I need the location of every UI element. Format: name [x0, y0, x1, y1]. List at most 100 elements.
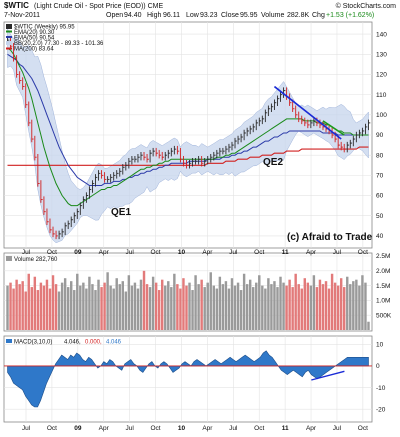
volume-bar — [276, 287, 279, 330]
legend-macd-label: MACD(3,10,0) — [14, 340, 52, 346]
volume-bar — [6, 285, 9, 330]
volume-bar — [109, 285, 112, 330]
price-bar — [267, 105, 271, 117]
price-bar — [46, 208, 49, 226]
volume-bar — [36, 290, 40, 330]
volume-bar — [33, 276, 37, 330]
price-bar — [152, 147, 155, 157]
volume-bar — [336, 285, 340, 330]
chart-header: $WTIC (Light Crude Oil - Spot Price (EOD… — [4, 1, 396, 19]
legend-ema50: EMA(50) 90.54 — [14, 36, 55, 42]
price-bar — [110, 174, 113, 183]
volume-bar — [161, 279, 164, 330]
stockcharts-watermark: © StockCharts.com — [336, 2, 397, 10]
price-bar — [304, 117, 307, 127]
x-tick-label: Oct — [254, 249, 264, 256]
volume-bar — [185, 285, 188, 330]
price-bar — [64, 222, 67, 236]
price-bar — [52, 226, 55, 238]
price-bar — [43, 196, 46, 215]
volume-bar — [182, 278, 185, 330]
price-bar — [289, 93, 292, 106]
price-bar — [255, 119, 259, 131]
low-value: 93.23 — [200, 12, 218, 19]
volume-bar — [273, 281, 276, 330]
price-bar — [274, 99, 277, 110]
volume-bar — [239, 290, 243, 330]
price-bar — [31, 119, 34, 143]
price-bar — [164, 151, 168, 161]
volume-value: 282.8K — [287, 12, 310, 19]
macd-tick-label: -20 — [376, 406, 386, 413]
volume-bar — [227, 288, 231, 330]
x-tick-label: Apr — [202, 249, 213, 256]
x-tick-label-bottom: 11 — [282, 425, 289, 432]
volume-bar — [39, 282, 43, 330]
volume-bar — [100, 287, 103, 330]
price-bar — [22, 77, 25, 90]
price-bar — [352, 135, 356, 147]
volume-bar — [42, 285, 46, 330]
volume-bar — [355, 279, 358, 330]
volume-bar — [267, 278, 270, 330]
x-tick-label-bottom: Apr — [202, 425, 213, 432]
legend-ma200-swatch — [6, 47, 12, 50]
volume-bar — [285, 285, 288, 330]
price-bar — [37, 153, 40, 187]
volume-bar — [70, 281, 73, 330]
legend-volume: Volume 282,760 — [14, 257, 58, 263]
price-bar — [34, 135, 37, 161]
price-bar — [283, 87, 286, 98]
volume-bar — [367, 321, 370, 330]
legend-ma200: MA(200) 83.64 — [14, 47, 54, 53]
price-bar — [161, 151, 165, 161]
volume-bar — [218, 276, 222, 330]
high-label: High — [147, 12, 162, 19]
x-tick-label-bottom: Jul — [22, 425, 31, 432]
price-bar — [61, 228, 64, 238]
price-bar — [258, 117, 262, 127]
price-bar — [365, 123, 368, 135]
volume-bar — [167, 281, 170, 330]
open-value: 94.40 — [124, 12, 142, 19]
x-tick-label-bottom: Apr — [99, 425, 110, 432]
volume-bar — [15, 279, 18, 330]
x-tick-label-bottom: Oct — [254, 425, 264, 432]
volume-bar — [60, 282, 64, 330]
volume-bar — [176, 284, 179, 330]
volume-bar — [118, 284, 121, 330]
macd-y-axis: 10 0 -10 -20 — [376, 342, 386, 414]
volume-tick-label: 2.5M — [376, 253, 390, 260]
price-bar — [240, 133, 243, 143]
price-legend: $WTIC (Weekly) 95.95 EMA(20) 90.30 EMA(5… — [6, 24, 104, 53]
price-bar — [167, 149, 171, 159]
price-bar — [295, 105, 298, 119]
price-bar — [28, 101, 31, 127]
volume-bar — [300, 288, 303, 330]
volume-bar — [112, 288, 115, 330]
price-bar — [19, 71, 22, 84]
price-bar — [340, 141, 344, 151]
bollinger-band — [7, 28, 369, 244]
volume-tick-label: 1.5M — [376, 283, 390, 290]
volume-bar — [212, 285, 215, 330]
volume-panel: 2.5M 2.0M 1.5M 1.0M 500K Volume 282,760 — [3, 252, 392, 332]
volume-bar — [97, 279, 100, 330]
volume-bar — [236, 282, 240, 330]
price-bar — [210, 153, 213, 163]
volume-bar — [358, 285, 361, 330]
volume-bar — [45, 279, 49, 330]
price-bar — [349, 139, 353, 149]
price-tick-label: 40 — [376, 233, 384, 240]
price-bar — [343, 143, 347, 153]
price-bar — [307, 119, 310, 129]
x-tick-label: 10 — [178, 249, 186, 256]
high-value: 96.11 — [163, 12, 180, 19]
volume-bar — [27, 273, 30, 330]
price-bar — [198, 155, 201, 165]
price-bar — [107, 176, 110, 183]
price-bar — [98, 170, 101, 181]
price-bar — [134, 155, 137, 163]
price-bar — [252, 123, 256, 133]
x-tick-label: Apr — [306, 249, 317, 256]
